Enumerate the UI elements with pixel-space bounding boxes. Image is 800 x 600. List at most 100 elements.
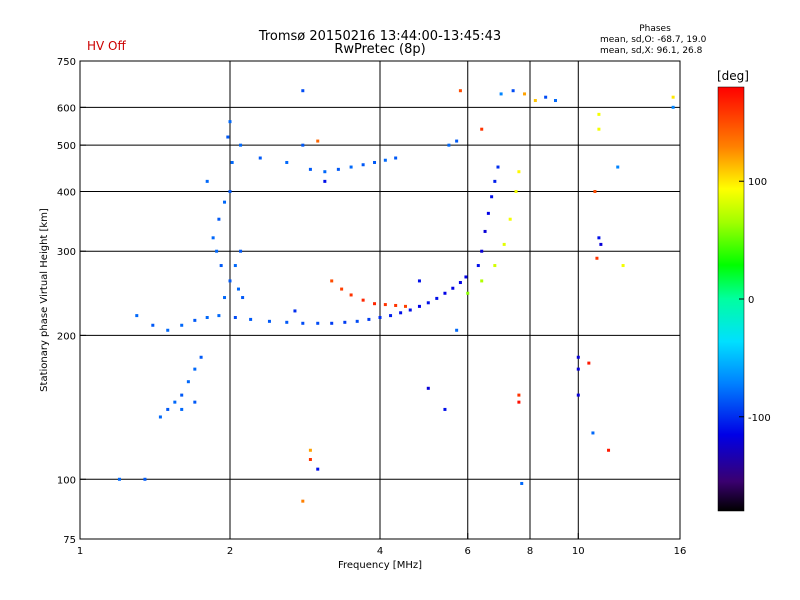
echo-point: [464, 275, 468, 279]
y-tick-label: 400: [57, 187, 76, 198]
echo-point: [517, 400, 521, 404]
echo-point: [267, 319, 271, 323]
echo-point: [301, 143, 305, 147]
echo-point: [544, 95, 548, 99]
echo-point: [135, 314, 139, 318]
y-tick-label: 500: [57, 141, 76, 152]
stats-x: mean, sd,X: 96.1, 26.8: [600, 46, 703, 56]
echo-point: [383, 303, 387, 307]
x-tick-label: 2: [227, 546, 233, 557]
y-tick-label: 300: [57, 247, 76, 258]
echo-point: [117, 477, 121, 481]
echo-point: [426, 301, 430, 305]
echo-point: [239, 143, 243, 147]
echo-point: [301, 321, 305, 325]
echo-point: [443, 407, 447, 411]
echo-point: [373, 302, 377, 306]
echo-point: [193, 367, 197, 371]
echo-point: [417, 304, 421, 308]
echo-point: [217, 217, 221, 221]
echo-point: [476, 264, 480, 268]
x-tick-labels: 1 2 4 6 8 10 16: [77, 533, 687, 557]
x-axis-label: Frequency [MHz]: [338, 560, 422, 571]
echo-point: [458, 281, 462, 285]
echo-point: [671, 105, 675, 109]
echo-point: [233, 315, 237, 319]
echo-point: [480, 279, 484, 283]
colorbar-tick-label: 0: [748, 295, 754, 306]
echo-point: [330, 321, 334, 325]
y-tick-label: 750: [57, 57, 76, 68]
y-tick-label: 200: [57, 331, 76, 342]
echo-point: [593, 189, 597, 193]
echo-point: [217, 314, 221, 318]
echo-point: [180, 407, 184, 411]
echo-point: [349, 293, 353, 297]
echo-point: [301, 89, 305, 93]
echo-point: [340, 287, 344, 291]
y-axis-label: Stationary phase Virtual Height [km]: [39, 208, 50, 392]
echo-point: [451, 286, 455, 290]
echo-point: [258, 156, 262, 160]
echo-point: [180, 323, 184, 327]
echo-point: [458, 89, 462, 93]
echo-point: [378, 315, 382, 319]
echo-point: [223, 200, 227, 204]
echo-point: [483, 229, 487, 233]
echo-point: [228, 189, 232, 193]
echo-point: [249, 317, 253, 321]
x-tick-label: 10: [572, 546, 585, 557]
stats-heading: Phases: [639, 24, 671, 34]
echo-point: [443, 291, 447, 295]
y-tick-labels: 75 100 200 300 400 500 600 750: [57, 57, 86, 546]
echo-point: [330, 279, 334, 283]
echo-point: [193, 400, 197, 404]
echo-point: [480, 249, 484, 253]
echo-point: [455, 328, 459, 332]
echo-point: [417, 279, 421, 283]
echo-point: [621, 264, 625, 268]
gridlines: [80, 61, 680, 539]
echo-point: [193, 318, 197, 322]
echo-point: [211, 236, 215, 240]
echo-point: [520, 481, 524, 485]
x-tick-label: 16: [674, 546, 687, 557]
echo-point: [166, 407, 170, 411]
echo-point: [394, 303, 398, 307]
status-label: HV Off: [87, 39, 126, 53]
echo-point: [173, 400, 177, 404]
echo-point: [186, 380, 190, 384]
echo-point: [533, 99, 537, 103]
echo-point: [308, 167, 312, 171]
echo-point: [486, 211, 490, 215]
echo-point: [576, 367, 580, 371]
colorbar-ticks: 100 0 -100: [739, 177, 771, 424]
echo-point: [219, 264, 223, 268]
echo-point: [301, 499, 305, 503]
echo-point: [523, 92, 527, 96]
chart-title: Tromsø 20150216 13:44:00-13:45:43: [258, 29, 501, 44]
echo-point: [228, 120, 232, 124]
echo-point: [336, 167, 340, 171]
x-tick-label: 6: [465, 546, 471, 557]
echo-point: [466, 291, 470, 295]
echo-point: [455, 139, 459, 143]
echo-point: [361, 163, 365, 167]
echo-point: [383, 158, 387, 162]
echo-point: [426, 386, 430, 390]
echo-point: [236, 287, 240, 291]
echo-point: [199, 355, 203, 359]
echo-point: [399, 311, 403, 315]
echo-point: [343, 320, 347, 324]
echo-point: [239, 249, 243, 253]
echo-point: [447, 143, 451, 147]
colorbar-label: [deg]: [717, 69, 749, 83]
echo-point: [355, 319, 359, 323]
y-tick-label: 100: [57, 475, 76, 486]
echo-point: [490, 195, 494, 199]
echo-point: [316, 321, 320, 325]
echo-point: [576, 355, 580, 359]
x-tick-label: 4: [377, 546, 383, 557]
colorbar-tick-label: -100: [748, 413, 771, 424]
echo-point: [499, 92, 503, 96]
